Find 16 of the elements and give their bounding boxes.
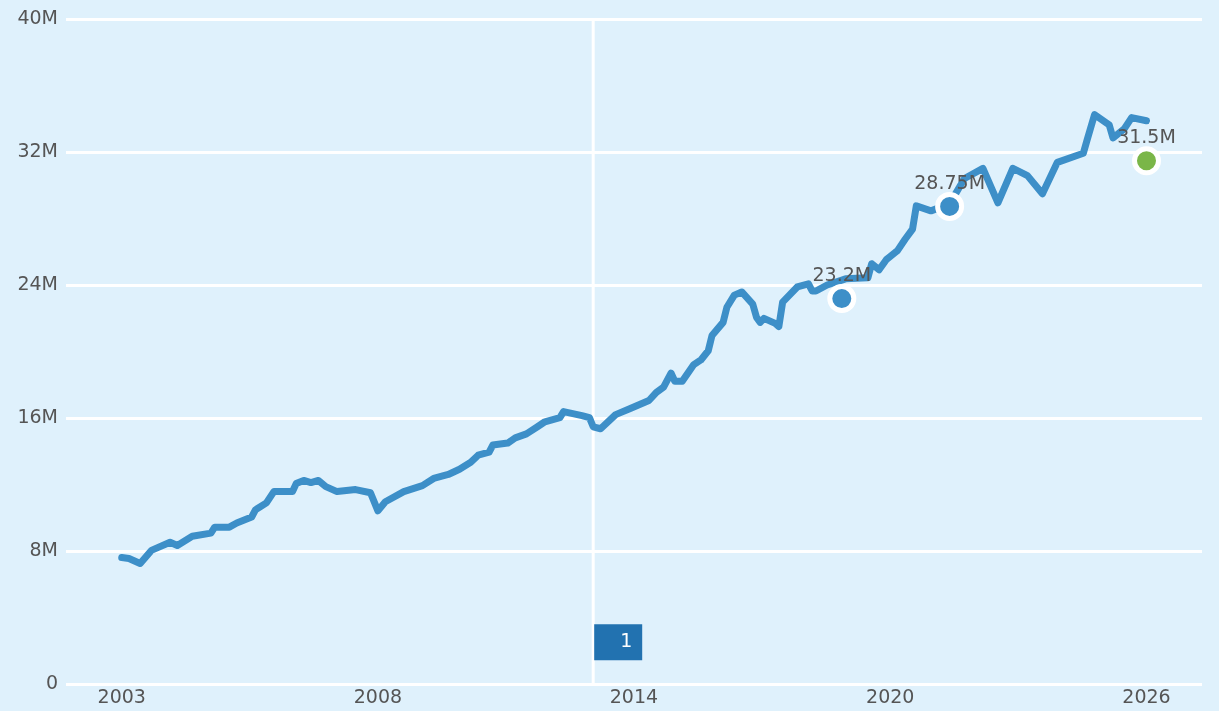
point: [935, 191, 965, 221]
y-tick-label: 24M: [17, 272, 58, 295]
x-tick-label: 2026: [1122, 684, 1171, 707]
y-tick-label: 0: [45, 671, 58, 694]
y-tick-label: 32M: [17, 139, 58, 162]
x-tick-label: 2014: [609, 684, 659, 707]
annotation: 1: [620, 629, 633, 652]
x-tick-label: 2003: [97, 684, 146, 707]
point: [1132, 146, 1161, 176]
x-tick-label: 2008: [353, 684, 403, 707]
x-tick-label: 2020: [866, 684, 915, 707]
point: [827, 284, 857, 314]
data-label: 31.5M: [1117, 125, 1176, 148]
y-tick-label: 40M: [17, 6, 58, 29]
y-tick-label: 8M: [29, 538, 58, 561]
y-tick-label: 16M: [17, 405, 58, 428]
